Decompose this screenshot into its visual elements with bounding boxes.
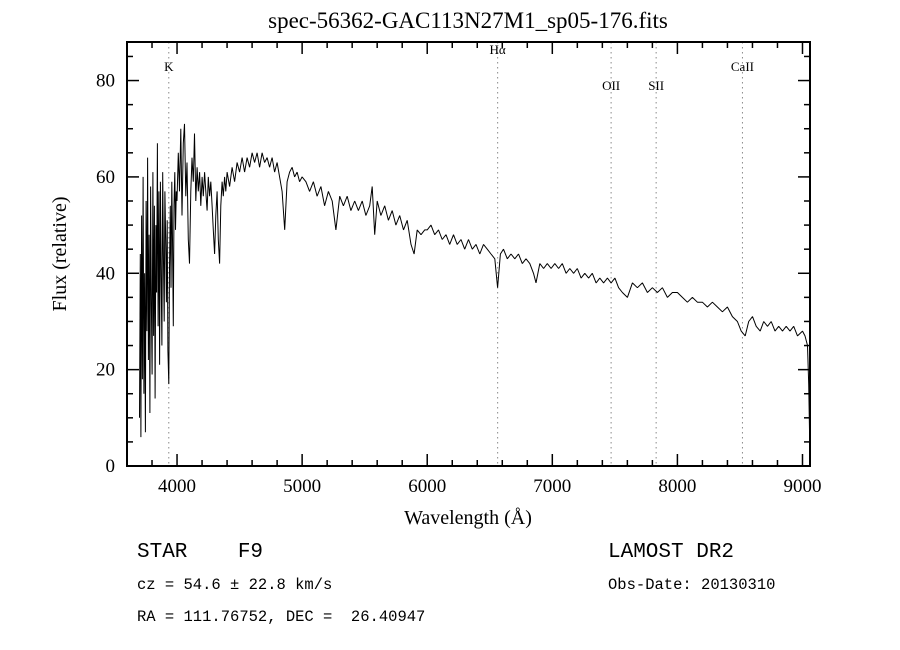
y-tick-label: 60	[96, 167, 115, 188]
spectral-line-label: OII	[602, 78, 620, 93]
plot-title: spec-56362-GAC113N27M1_sp05-176.fits	[268, 8, 668, 33]
spectral-line-label: SII	[648, 78, 664, 93]
x-tick-label: 5000	[283, 476, 321, 497]
y-tick-label: 40	[96, 263, 115, 284]
object-class-label: STAR F9	[137, 541, 263, 564]
x-tick-label: 6000	[408, 476, 446, 497]
y-tick-label: 80	[96, 71, 115, 92]
plot-frame	[126, 41, 811, 467]
x-tick-label: 9000	[783, 476, 821, 497]
ra-dec-value: RA = 111.76752, DEC = 26.40947	[137, 608, 425, 626]
x-tick-label: 8000	[658, 476, 696, 497]
plot-area: K Hα OII SII CaII 4000 5000 6000 7000 8000 9000 0 20…	[96, 41, 821, 497]
x-axis-label: Wavelength (Å)	[404, 507, 532, 529]
spectral-line-label: Hα	[490, 42, 506, 57]
x-tick-label: 7000	[533, 476, 571, 497]
survey-label: LAMOST DR2	[608, 541, 734, 564]
spectral-line-label: CaII	[731, 59, 754, 74]
y-axis-label: Flux (relative)	[49, 197, 71, 312]
obs-date-value: Obs-Date: 20130310	[608, 576, 775, 594]
cz-value: cz = 54.6 ± 22.8 km/s	[137, 576, 332, 594]
spectral-line-label: K	[164, 59, 174, 74]
y-tick-label: 0	[106, 456, 116, 477]
y-tick-label: 20	[96, 360, 115, 381]
spectrum-trace	[139, 123, 811, 442]
x-tick-label: 4000	[158, 476, 196, 497]
